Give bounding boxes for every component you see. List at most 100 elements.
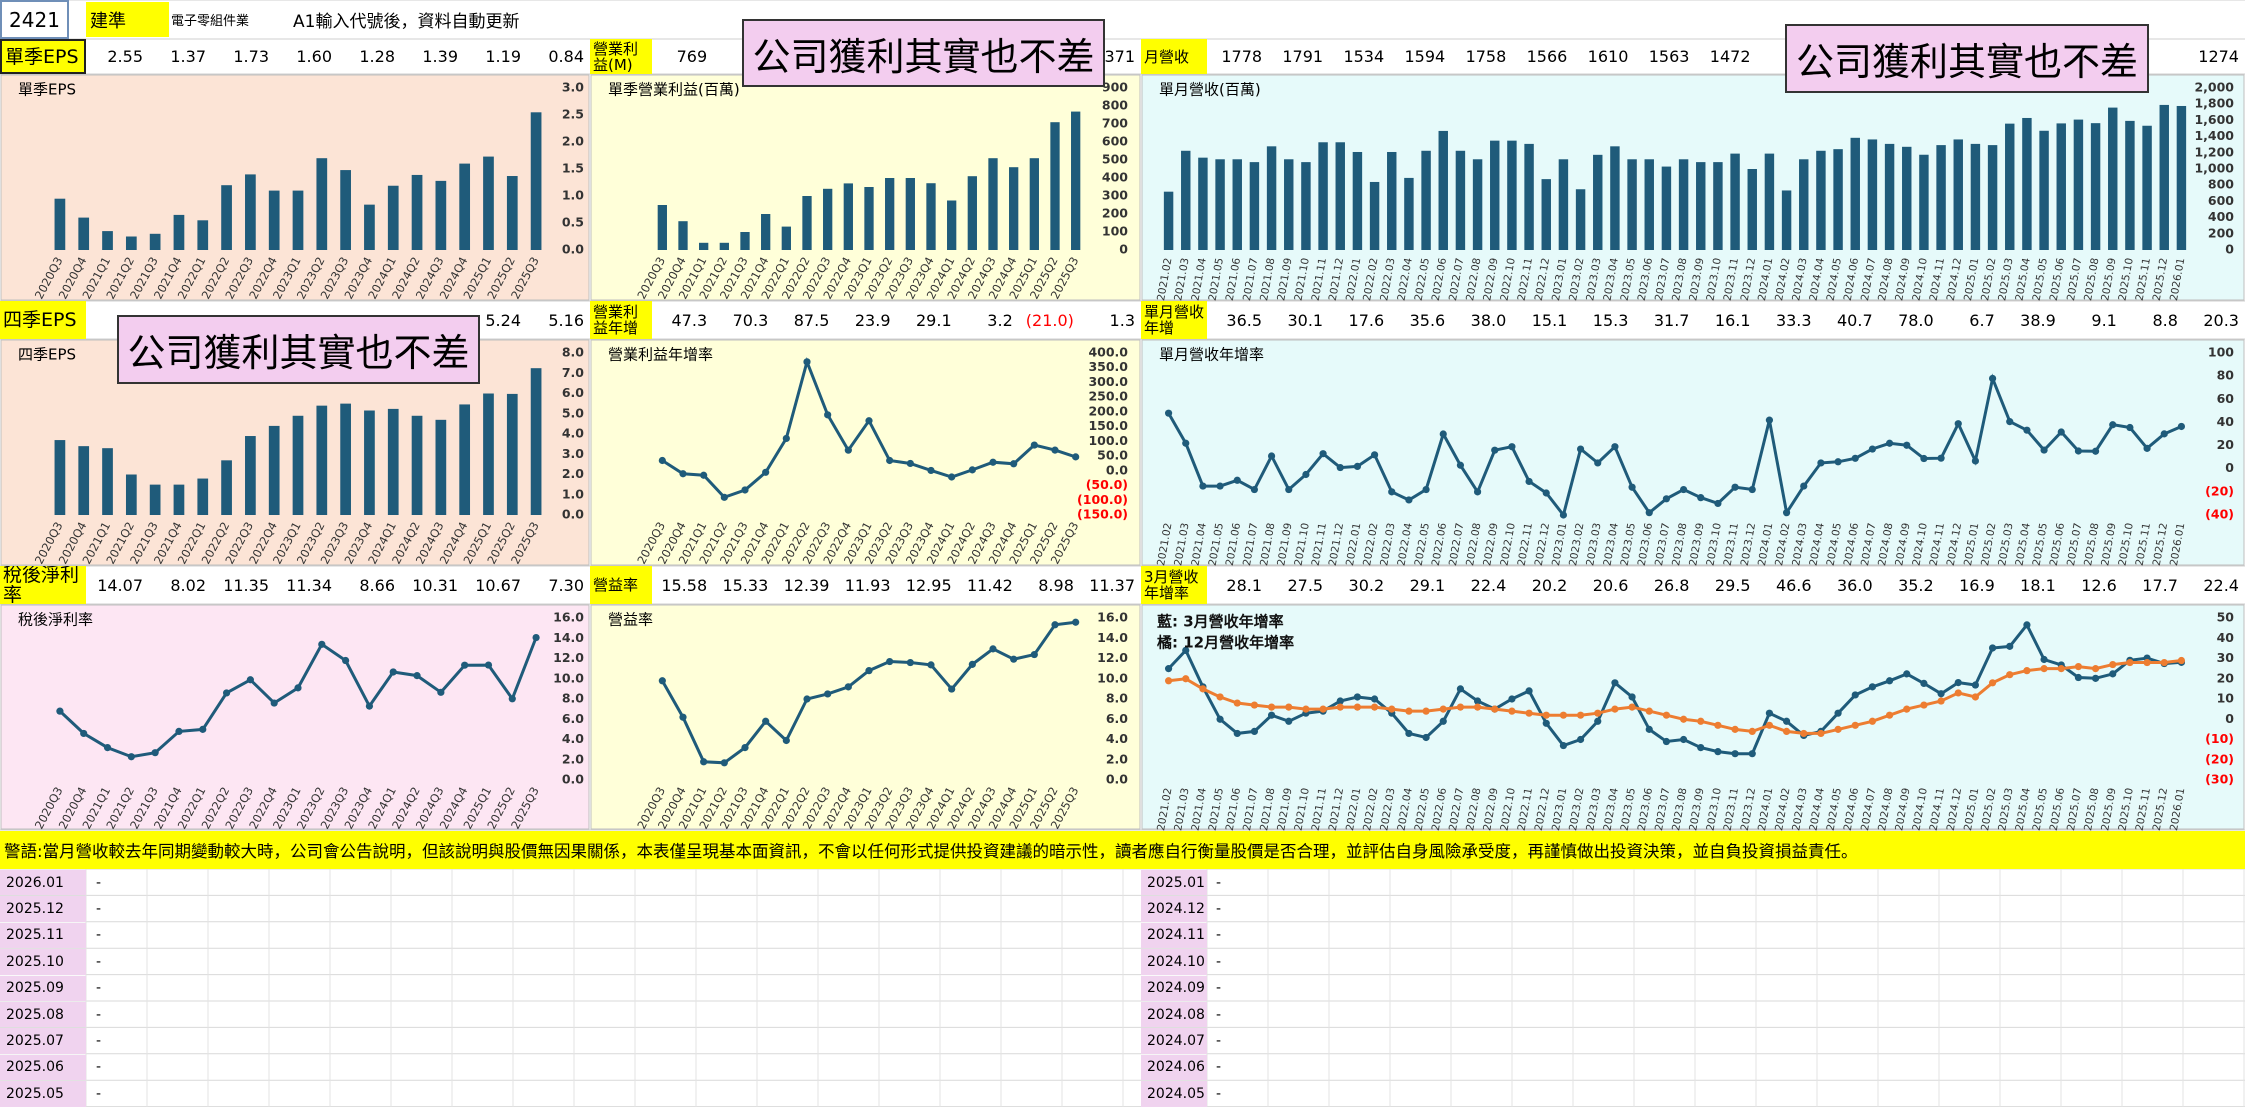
point <box>1285 703 1293 711</box>
bar <box>149 484 161 515</box>
point <box>127 753 135 761</box>
point <box>2143 658 2151 667</box>
date-value: - <box>96 980 102 997</box>
y-tick-label: 800 <box>2208 177 2234 192</box>
y-tick-label: 0 <box>2225 242 2234 257</box>
y-tick-label: 1.5 <box>562 161 584 176</box>
y-tick-label: 1.0 <box>562 486 584 501</box>
y-tick-label: 10.0 <box>553 670 584 685</box>
date-cell: 2024.10 <box>1141 949 1207 975</box>
row-value: 1.39 <box>422 47 458 66</box>
y-tick-label: 0 <box>2225 460 2234 475</box>
point <box>886 657 894 666</box>
point <box>2091 447 2100 455</box>
row-value: 70.3 <box>732 310 769 330</box>
point <box>1576 711 1585 719</box>
point <box>1971 681 1980 689</box>
point <box>1182 675 1190 683</box>
point <box>1697 717 1705 725</box>
bar <box>340 170 351 250</box>
y-tick-label: 30 <box>2217 650 2235 665</box>
point <box>1679 735 1688 744</box>
y-tick-label: 0.0 <box>562 772 584 787</box>
point <box>1885 439 1894 447</box>
bar <box>102 448 113 515</box>
point <box>803 358 811 366</box>
bar <box>1781 190 1792 250</box>
point <box>508 695 516 703</box>
point <box>1817 729 1825 738</box>
point <box>1422 707 1430 715</box>
y-tick-label: 0.0 <box>1106 772 1128 787</box>
y-tick-label: 200.0 <box>1088 403 1128 418</box>
bar <box>387 408 399 515</box>
point <box>1868 683 1877 691</box>
point <box>844 683 852 691</box>
bar <box>2073 119 2084 250</box>
row-value: 1566 <box>1526 47 1568 66</box>
bar <box>1850 137 1860 250</box>
row-value: 11.34 <box>286 575 332 595</box>
point <box>2057 665 2065 673</box>
bar <box>843 183 853 250</box>
y-tick-label: 1,000 <box>2194 161 2234 176</box>
y-tick-label: 0.0 <box>1106 462 1128 477</box>
row-label: 月營收 <box>1141 39 1207 74</box>
date-value: - <box>1216 901 1222 918</box>
row-value: 29.1 <box>916 310 952 330</box>
y-tick-label: 40 <box>2217 414 2235 429</box>
point <box>1182 646 1190 655</box>
bar <box>1490 140 1500 250</box>
y-tick-label: 3.0 <box>562 80 584 95</box>
chart-title: 單月營收(百萬) <box>1159 81 1261 99</box>
point <box>1267 452 1276 460</box>
bar <box>1163 191 1174 250</box>
point <box>824 690 832 698</box>
bar <box>1181 150 1191 250</box>
point <box>2126 423 2134 432</box>
row-value: 36.0 <box>1837 575 1873 595</box>
point <box>2040 665 2048 673</box>
point <box>1920 454 1928 463</box>
y-tick-label: 800 <box>1102 98 1128 113</box>
point <box>1782 509 1791 517</box>
row-value: 9.1 <box>2091 310 2117 330</box>
bar <box>1301 162 1311 250</box>
point <box>532 633 540 642</box>
point <box>1954 678 1962 687</box>
point <box>1525 477 1533 486</box>
point <box>1072 453 1080 461</box>
row-value: 17.6 <box>1348 310 1385 330</box>
bar <box>864 187 874 250</box>
point <box>1628 483 1636 491</box>
point <box>2109 670 2117 678</box>
row-value: 769 <box>676 47 708 66</box>
point <box>1748 727 1756 736</box>
point <box>1216 715 1224 723</box>
point <box>151 749 159 757</box>
chart-title: 單季EPS <box>18 81 76 99</box>
point <box>1594 717 1602 725</box>
bar <box>1730 153 1740 250</box>
y-tick-label: 700 <box>1102 116 1128 131</box>
row-value: 31.7 <box>1653 310 1690 330</box>
row-value: 1.37 <box>170 47 206 66</box>
y-tick-label: 4.0 <box>562 731 584 746</box>
point <box>1439 705 1447 713</box>
point <box>886 456 894 465</box>
row-value: 1778 <box>1221 47 1263 66</box>
bar <box>316 158 328 250</box>
y-tick-label: 100 <box>2208 345 2234 360</box>
point <box>1370 695 1379 703</box>
date-cell: 2025.01 <box>1141 870 1207 896</box>
point <box>906 658 914 667</box>
date-value: - <box>96 874 102 891</box>
bar <box>530 112 542 250</box>
bar <box>1661 166 1672 250</box>
point <box>1422 733 1430 742</box>
point <box>1370 451 1379 459</box>
point <box>1765 721 1774 729</box>
point <box>1439 717 1447 725</box>
row-value: 36.5 <box>1226 310 1263 330</box>
